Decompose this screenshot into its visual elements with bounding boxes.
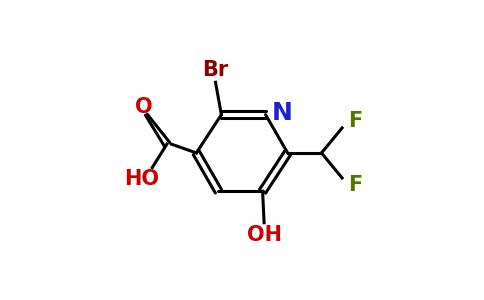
Text: HO: HO bbox=[124, 169, 159, 189]
Text: F: F bbox=[348, 175, 362, 195]
Text: F: F bbox=[348, 111, 362, 130]
Text: O: O bbox=[135, 97, 152, 117]
Text: OH: OH bbox=[246, 225, 282, 245]
Text: N: N bbox=[272, 101, 293, 125]
Text: Br: Br bbox=[202, 61, 228, 80]
